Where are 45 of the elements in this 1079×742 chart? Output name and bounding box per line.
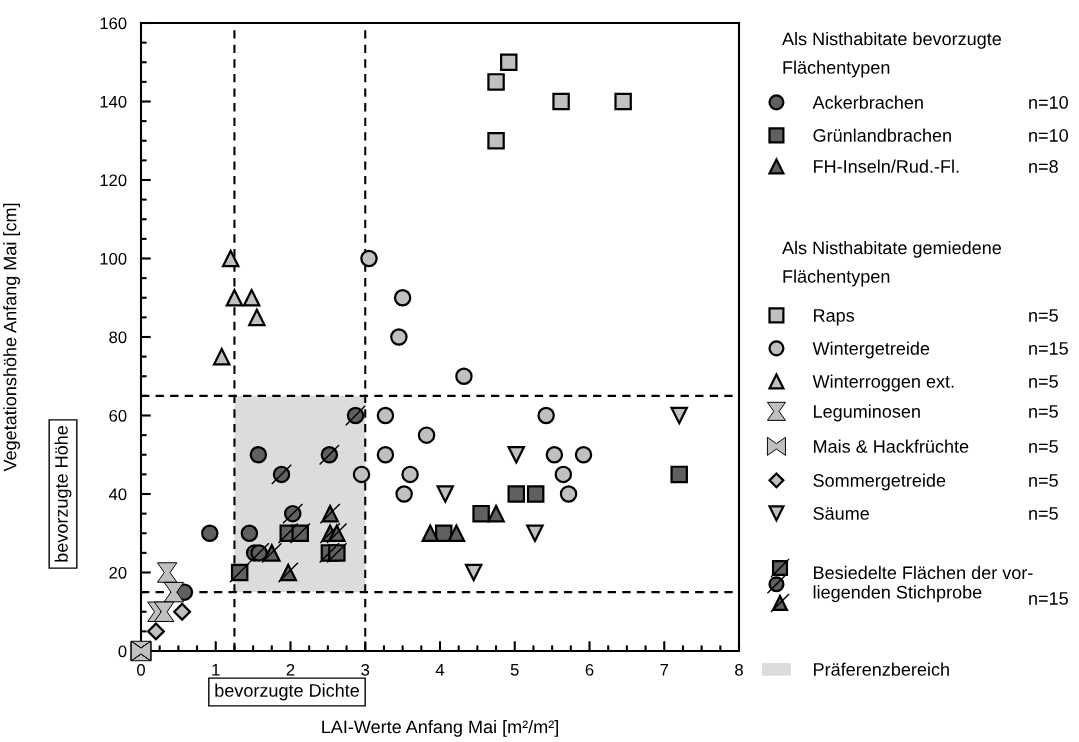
text: n=5	[1029, 405, 1058, 418]
y-tick-label: 80	[109, 331, 127, 344]
x-tick-label: 3	[361, 663, 370, 676]
legend-label: Mais & Hackfrüchte	[814, 439, 969, 453]
y-tick-label: 40	[108, 488, 127, 501]
legend-label: Leguminosen	[814, 404, 920, 422]
text: n=5	[1029, 375, 1058, 388]
text: n=5	[1029, 474, 1058, 487]
legend-label: Raps	[814, 309, 855, 326]
legend-label: Ackerbrachen	[812, 95, 923, 109]
x-tick-label: 2	[286, 663, 295, 676]
x-tick-label: 5	[510, 664, 519, 676]
legend-label: Wintergetreide	[812, 341, 930, 359]
text: n=8	[1029, 160, 1058, 173]
legend-label: Grünlandbrachen	[813, 128, 951, 142]
text: bevorzugte Dichte	[215, 683, 359, 701]
y-tick-label: 140	[100, 95, 127, 108]
text: Als Nisthabitate bevorzugte Flächentypen	[782, 32, 1001, 78]
y-tick-label: 0	[118, 645, 127, 658]
text: n=15	[1029, 342, 1068, 355]
x-tick-label: 0	[137, 663, 145, 676]
x-tick-label: 7	[660, 664, 669, 676]
legend-label: Säume	[813, 507, 869, 520]
x-tick-label: 8	[735, 663, 743, 676]
y-tick-label: 160	[100, 17, 127, 30]
legend-label: Sommergetreide	[813, 473, 946, 491]
legend-label: FH-Inseln/Rud.-Fl.	[814, 159, 959, 173]
y-tick-label: 20	[109, 566, 127, 579]
y-tick-label: 100	[100, 252, 127, 265]
legend-label: Präferenzbereich	[814, 662, 949, 676]
x-tick-label: 6	[585, 663, 594, 676]
text: Als Nisthabitate gemiedene Flächentypen	[782, 241, 1001, 287]
text: n=10	[1029, 96, 1068, 109]
text: n=5	[1029, 309, 1058, 322]
text: bevorzugte Höhe	[54, 426, 72, 562]
text: n=5	[1029, 440, 1058, 453]
y-tick-label: 60	[109, 409, 127, 422]
x-axis-title: LAI-Werte Anfang Mai [m²/m²]	[322, 720, 558, 737]
legend-label: Winterroggen ext.	[812, 374, 954, 392]
text: n=10	[1029, 129, 1068, 142]
y-tick-label: 120	[100, 174, 127, 187]
x-tick-label: 1	[212, 664, 220, 676]
x-tick-label: 4	[435, 664, 445, 676]
text: n=5	[1029, 507, 1058, 520]
y-axis-title: Vegetationshöhe Anfang Mai [cm]	[3, 203, 20, 472]
